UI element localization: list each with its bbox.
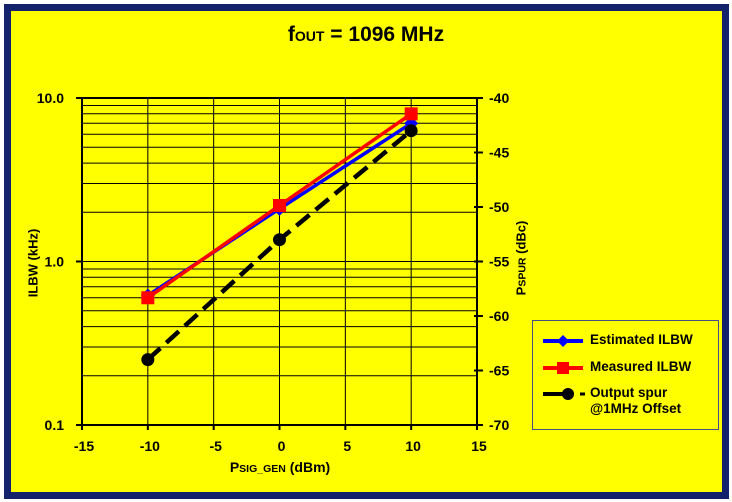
legend-entry-output-spur: Output spur @1MHz Offset xyxy=(541,385,718,417)
left-axis-title: ILBW (kHz) xyxy=(25,228,41,298)
right-tick-label: -55 xyxy=(489,254,509,270)
right-tick-label: -70 xyxy=(489,417,509,433)
right-axis-title-subscript: SPUR xyxy=(516,257,529,287)
circle-marker-icon xyxy=(543,388,585,401)
right-axis-title-main: P xyxy=(513,286,529,296)
left-tick-label: 0.1 xyxy=(45,417,65,433)
marker-measured-ilbw xyxy=(141,291,155,305)
x-tick-label: 10 xyxy=(405,438,421,454)
x-axis-title: PSIG_GEN (dBm) xyxy=(230,459,330,475)
x-axis-title-subscript: SIG_GEN xyxy=(239,463,286,475)
plot-border xyxy=(81,97,478,426)
chart-title-main: f xyxy=(287,23,295,46)
right-tick-label: -45 xyxy=(489,145,509,161)
left-tick-label: 1.0 xyxy=(45,254,65,270)
legend-label: Output spur @1MHz Offset xyxy=(590,385,682,417)
diamond-marker-icon xyxy=(543,335,583,348)
marker-measured-ilbw xyxy=(273,199,286,213)
x-tick-label: 0 xyxy=(278,438,286,454)
legend-label: Measured ILBW xyxy=(590,358,692,374)
x-axis-title-main: P xyxy=(229,459,240,475)
marker-output-spur-1mhz-offset xyxy=(141,353,155,367)
x-tick-label: -15 xyxy=(74,438,94,454)
chart-title: fOUT = 1096 MHz xyxy=(0,23,732,47)
right-axis-title: PSPUR (dBc) xyxy=(514,221,529,296)
legend-label: Estimated ILBW xyxy=(590,332,693,348)
x-tick-label: -5 xyxy=(209,438,222,454)
square-marker-icon xyxy=(543,361,583,374)
marker-output-spur-1mhz-offset xyxy=(404,124,418,138)
legend: Estimated ILBW Measured ILBW Output spur… xyxy=(532,320,719,430)
x-axis-title-suffix: (dBm) xyxy=(285,459,331,475)
right-axis-title-suffix: (dBc) xyxy=(513,220,529,258)
chart-title-suffix: = 1096 MHz xyxy=(324,23,445,46)
marker-output-spur-1mhz-offset xyxy=(273,233,286,247)
figure-frame xyxy=(4,4,729,499)
left-tick-label: 10.0 xyxy=(37,90,64,106)
legend-entry-measured-ilbw: Measured ILBW xyxy=(541,359,718,376)
legend-entry-estimated-ilbw: Estimated ILBW xyxy=(541,332,718,349)
right-tick-label: -50 xyxy=(489,199,509,215)
chart-title-subscript: OUT xyxy=(294,28,325,44)
marker-measured-ilbw xyxy=(404,107,418,121)
x-tick-label: 15 xyxy=(471,438,487,454)
right-tick-label: -40 xyxy=(489,90,509,106)
right-tick-label: -65 xyxy=(489,363,509,379)
right-tick-label: -60 xyxy=(489,308,509,324)
x-tick-label: -10 xyxy=(140,438,160,454)
x-tick-label: 5 xyxy=(343,438,351,454)
